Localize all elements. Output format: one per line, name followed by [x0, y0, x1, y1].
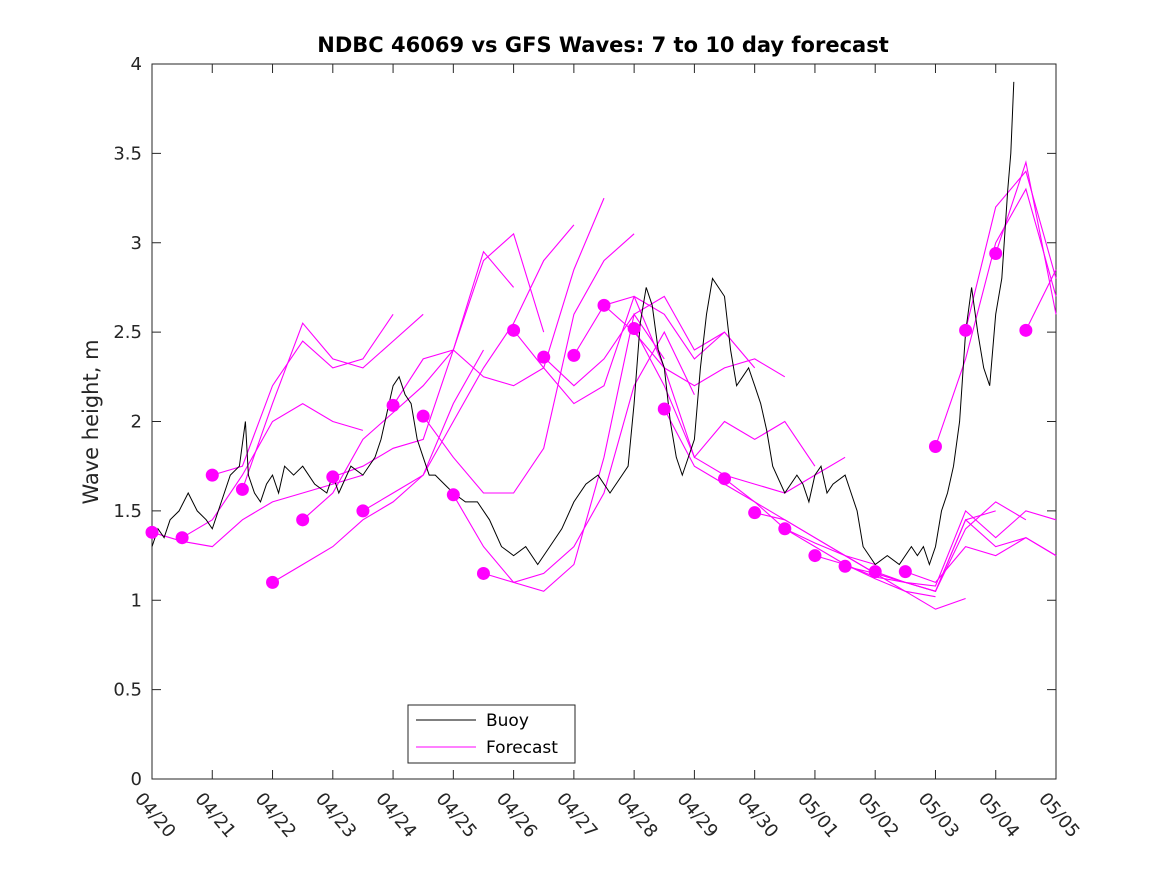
forecast-start-dot [537, 350, 551, 364]
legend-buoy-label: Buoy [486, 711, 529, 731]
y-axis-label: Wave height, m [79, 339, 103, 504]
forecast-start-dot [296, 513, 310, 527]
legend-box [407, 704, 576, 764]
forecast-start-dot [808, 549, 822, 563]
forecast-run-line [452, 312, 665, 592]
forecast-start-dot [928, 440, 942, 454]
forecast-start-dot [145, 525, 159, 539]
forecast-start-dot [868, 565, 882, 579]
forecast-start-dot [989, 246, 1003, 260]
forecast-run-line [543, 295, 756, 387]
buoy-series [151, 81, 1015, 567]
forecast-start-dot [175, 531, 189, 545]
forecast-run-line [212, 313, 394, 476]
forecast-start-dot [838, 559, 852, 573]
y-tick-label: 2 [131, 412, 142, 433]
forecast-start-dot [205, 468, 219, 482]
chart-title: NDBC 46069 vs GFS Waves: 7 to 10 day for… [317, 33, 888, 57]
forecast-start-dot [597, 298, 611, 312]
forecast-run-line [241, 313, 424, 490]
forecast-start-dot [386, 398, 400, 412]
forecast-run-line [724, 478, 936, 598]
forecast-start-dot [416, 409, 430, 423]
legend-forecast-label: Forecast [486, 738, 558, 758]
forecast-start-dot [657, 402, 671, 416]
forecast-run-line [1025, 269, 1057, 331]
forecast-run-line [513, 295, 725, 405]
forecast-start-markers [145, 246, 1033, 589]
forecast-run-line [392, 197, 605, 406]
y-axis: 0 0.5 1 1.5 2 2.5 3 3.5 4 [113, 54, 1056, 790]
forecast-start-dot [507, 323, 521, 337]
y-tick-label: 1.5 [113, 501, 142, 522]
forecast-start-dot [778, 522, 792, 536]
forecast-start-dot [718, 472, 732, 486]
forecast-run-line [573, 304, 786, 387]
y-tick-label: 0 [131, 769, 142, 790]
y-tick-label: 3 [131, 233, 142, 254]
forecast-start-dot [1019, 323, 1033, 337]
y-tick-label: 4 [131, 54, 142, 75]
forecast-start-dot [627, 322, 641, 336]
forecast-start-dot [266, 575, 280, 589]
forecast-run-line [272, 349, 484, 583]
forecast-start-dot [567, 348, 581, 362]
forecast-start-dot [959, 323, 973, 337]
legend: Buoy Forecast [407, 704, 576, 764]
buoy-line [151, 81, 1015, 567]
forecast-run-line [905, 537, 1057, 584]
forecast-run-line [934, 187, 1057, 447]
forecast-run-line [603, 295, 816, 467]
y-tick-label: 0.5 [113, 680, 142, 701]
forecast-start-dot [748, 506, 762, 520]
forecast-start-dot [446, 488, 460, 502]
forecast-start-dot [326, 470, 340, 484]
y-tick-label: 1 [131, 590, 142, 611]
forecast-start-dot [235, 482, 249, 496]
forecast-run-line [362, 224, 575, 512]
plot-area [151, 63, 1057, 780]
forecast-run-line [965, 170, 1057, 331]
forecast-run-line [332, 232, 545, 478]
y-tick-label: 3.5 [113, 143, 142, 164]
forecast-start-dot [476, 566, 490, 580]
forecast-start-dot [898, 565, 912, 579]
forecast-run-line [633, 328, 846, 494]
forecast-start-dot [356, 504, 370, 518]
forecast-run-line [151, 474, 364, 548]
forecast-run-line [422, 233, 635, 494]
forecast-run-line [483, 330, 695, 583]
y-tick-label: 2.5 [113, 322, 142, 343]
forecast-run-line [181, 402, 364, 539]
